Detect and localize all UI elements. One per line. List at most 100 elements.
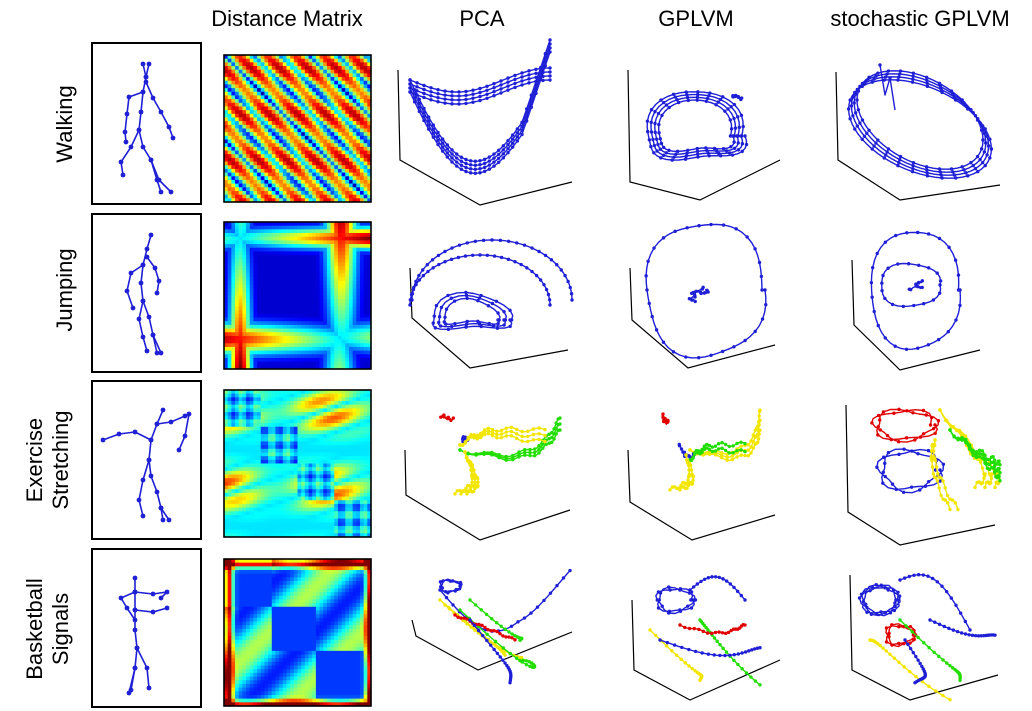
matrix-cell [246, 157, 251, 162]
matrix-cell [249, 244, 254, 249]
matrix-cell [315, 62, 320, 67]
matrix-cell [363, 481, 368, 486]
matrix-cell [301, 273, 306, 278]
matrix-cell [242, 324, 247, 329]
matrix-cell [323, 441, 328, 446]
matrix-cell [308, 66, 313, 71]
matrix-cell [356, 306, 361, 311]
matrix-cell [367, 317, 372, 322]
matrix-cell [297, 324, 302, 329]
matrix-cell [271, 525, 276, 531]
matrix-cell [359, 168, 365, 174]
matrix-cell [249, 507, 254, 512]
matrix-cell [260, 91, 265, 96]
matrix-cell [319, 310, 324, 315]
matrix-cell [367, 328, 372, 333]
matrix-cell [235, 143, 240, 148]
matrix-cell [297, 302, 302, 307]
matrix-cell [352, 448, 357, 453]
matrix-cell [290, 313, 295, 318]
matrix-cell [345, 69, 350, 74]
matrix-cell [337, 284, 343, 289]
matrix-cell [264, 110, 269, 115]
matrix-cell [286, 441, 291, 446]
matrix-cell [326, 179, 331, 185]
matrix-cell [315, 445, 320, 450]
matrix-cell [290, 310, 295, 315]
matrix-cell [231, 522, 236, 527]
matrix-cell [249, 190, 254, 196]
matrix-cell [312, 492, 317, 497]
matrix-cell [352, 280, 357, 285]
matrix-cell [297, 339, 302, 344]
matrix-cell [268, 522, 273, 527]
matrix-cell [315, 273, 320, 278]
matrix-cell [268, 161, 273, 166]
matrix-cell [345, 357, 350, 363]
matrix-cell [319, 194, 324, 199]
matrix-cell [275, 299, 280, 304]
matrix-cell [315, 69, 320, 74]
matrix-cell [359, 233, 365, 238]
matrix-cell [304, 266, 309, 271]
matrix-cell [275, 269, 280, 274]
matrix-cell [359, 522, 365, 527]
matrix-cell [290, 139, 295, 144]
matrix-cell [235, 452, 240, 457]
matrix-cell [337, 511, 343, 516]
matrix-cell [326, 88, 331, 93]
matrix-cell [330, 99, 335, 104]
matrix-cell [282, 240, 287, 245]
matrix-cell [264, 255, 269, 260]
matrix-cell [334, 412, 339, 417]
matrix-cell [330, 459, 335, 464]
matrix-cell [304, 452, 309, 457]
matrix-cell [304, 332, 309, 337]
matrix-cell [290, 306, 295, 311]
matrix-cell [242, 110, 247, 115]
matrix-cell [268, 302, 273, 307]
matrix-cell [330, 172, 335, 177]
matrix-cell [297, 236, 302, 241]
matrix-cell [271, 124, 276, 129]
matrix-cell [323, 288, 328, 293]
matrix-cell [345, 321, 350, 326]
matrix-cell [249, 179, 254, 185]
matrix-cell [312, 503, 317, 509]
matrix-cell [345, 190, 350, 196]
matrix-cell [345, 110, 350, 115]
matrix-cell [282, 478, 287, 483]
matrix-cell [235, 117, 240, 122]
matrix-cell [246, 496, 251, 501]
matrix-cell [363, 467, 368, 472]
matrix-cell [367, 346, 372, 352]
matrix-cell [348, 128, 354, 133]
matrix-cell [312, 80, 317, 85]
matrix-cell [253, 415, 258, 420]
matrix-cell [348, 99, 354, 104]
matrix-cell [282, 69, 287, 74]
matrix-cell [319, 284, 324, 289]
matrix-cell [235, 467, 240, 472]
matrix-cell [279, 343, 284, 348]
matrix-cell [227, 255, 232, 260]
matrix-cell [260, 361, 265, 366]
matrix-cell [319, 390, 324, 395]
matrix-cell [253, 346, 258, 352]
matrix-cell [282, 277, 287, 282]
matrix-cell [290, 503, 295, 509]
matrix-cell [304, 423, 309, 428]
matrix-cell [249, 426, 254, 431]
matrix-cell [319, 500, 324, 505]
matrix-cell [356, 255, 361, 260]
matrix-cell [235, 73, 240, 78]
matrix-cell [238, 459, 243, 464]
matrix-cell [268, 459, 273, 464]
matrix-cell [238, 313, 243, 318]
matrix-cell [334, 266, 339, 271]
matrix-cell [224, 522, 229, 527]
matrix-cell [337, 317, 343, 322]
matrix-cell [341, 222, 346, 227]
matrix-cell [359, 518, 365, 523]
matrix-cell [323, 408, 328, 413]
